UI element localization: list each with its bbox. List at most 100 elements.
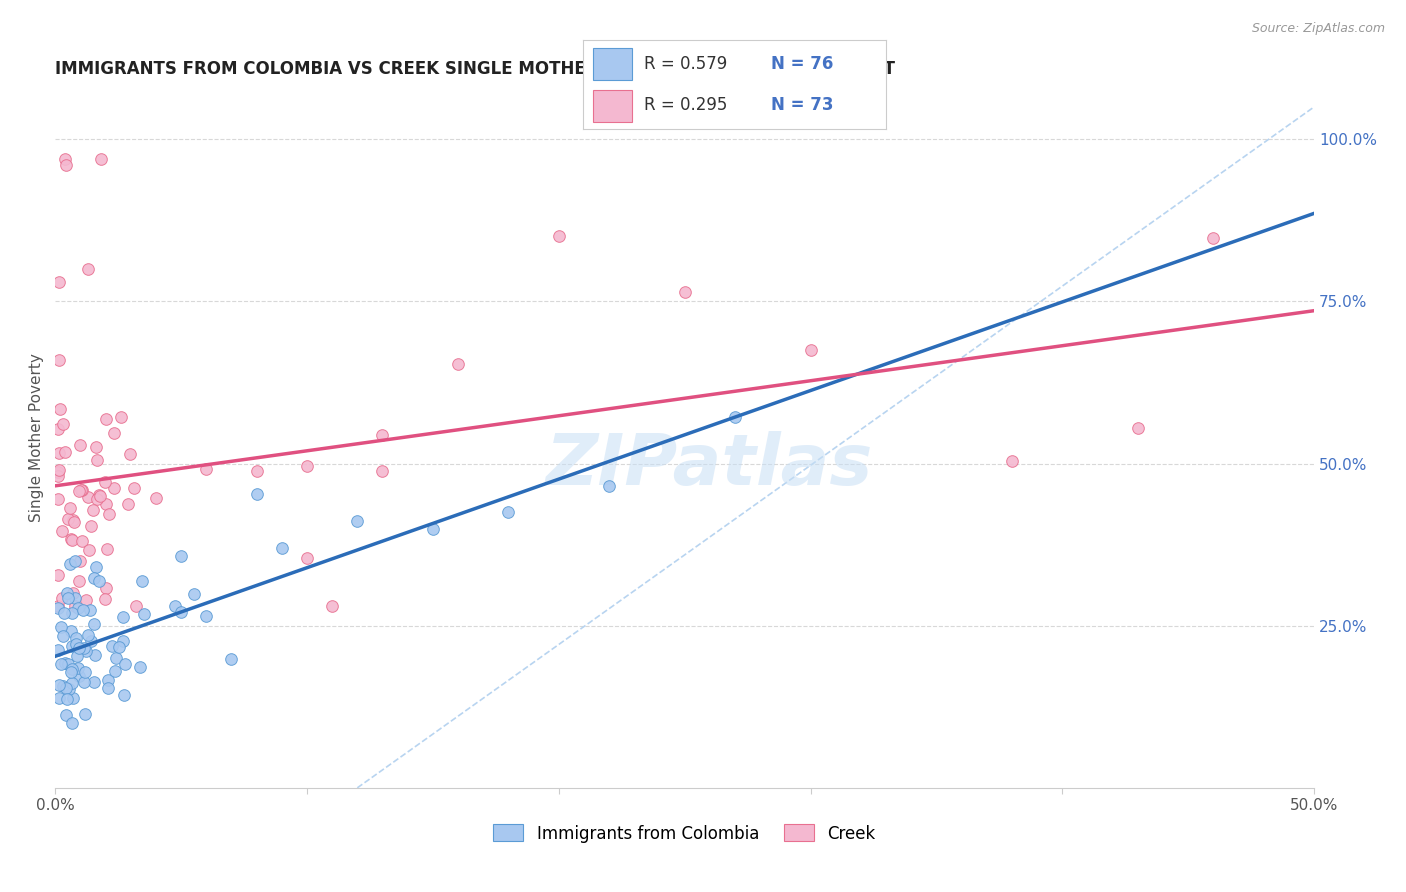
Point xyxy=(53,152,76,166)
Point xyxy=(124,481,146,495)
Point xyxy=(52,679,75,693)
Point xyxy=(56,512,79,526)
Point xyxy=(65,632,87,646)
Point xyxy=(63,554,86,568)
Text: R = 0.295: R = 0.295 xyxy=(644,96,727,114)
Point xyxy=(60,639,83,653)
Point xyxy=(104,664,127,678)
Point xyxy=(63,599,86,614)
Point xyxy=(112,688,135,702)
Point xyxy=(67,641,90,656)
Point xyxy=(46,642,69,657)
Text: Source: ZipAtlas.com: Source: ZipAtlas.com xyxy=(1251,22,1385,36)
Point xyxy=(94,498,117,512)
Point xyxy=(145,491,167,506)
Point xyxy=(80,519,103,533)
Point xyxy=(51,591,73,605)
Text: N = 73: N = 73 xyxy=(770,96,834,114)
Point xyxy=(87,488,110,502)
Point xyxy=(321,599,343,614)
Point xyxy=(246,487,269,501)
Point xyxy=(724,410,747,425)
Point xyxy=(83,648,105,662)
Point xyxy=(89,489,111,503)
Point xyxy=(87,574,110,588)
Point xyxy=(111,610,134,624)
Point xyxy=(66,649,89,664)
Point xyxy=(97,673,120,687)
Point xyxy=(60,716,83,731)
Point xyxy=(55,681,77,696)
Point xyxy=(132,607,155,622)
Point xyxy=(114,657,136,671)
Point xyxy=(83,616,105,631)
Point xyxy=(70,483,93,497)
Point xyxy=(46,465,69,479)
Point xyxy=(67,574,90,588)
Point xyxy=(295,550,318,565)
Point xyxy=(73,641,96,656)
Point xyxy=(69,438,91,452)
Point xyxy=(101,639,124,653)
Point xyxy=(48,402,70,417)
Point xyxy=(62,690,84,705)
Point xyxy=(598,479,620,493)
Point xyxy=(371,427,394,442)
Point xyxy=(63,591,86,605)
Point xyxy=(86,491,108,506)
Point xyxy=(75,665,97,679)
Point xyxy=(46,601,69,615)
Point xyxy=(1202,231,1225,245)
Point xyxy=(77,490,100,504)
Point xyxy=(46,469,69,483)
Point xyxy=(84,559,107,574)
Point xyxy=(131,574,153,588)
Point xyxy=(55,158,77,172)
Point xyxy=(73,674,96,689)
Point xyxy=(86,453,108,467)
Point xyxy=(96,542,118,557)
Point xyxy=(1001,454,1024,468)
Point xyxy=(422,522,444,536)
Point xyxy=(58,501,80,516)
Point xyxy=(58,681,80,696)
Point xyxy=(46,568,69,582)
Point xyxy=(79,603,101,617)
Point xyxy=(104,651,127,665)
Point xyxy=(55,707,77,722)
Legend: Immigrants from Colombia, Creek: Immigrants from Colombia, Creek xyxy=(494,824,876,843)
Point xyxy=(67,484,90,499)
Point xyxy=(56,586,79,600)
Point xyxy=(547,228,569,243)
Point xyxy=(46,492,69,507)
Point xyxy=(60,606,83,620)
Point xyxy=(52,629,75,643)
Point xyxy=(170,605,193,619)
Point xyxy=(94,412,117,426)
Point xyxy=(371,464,394,478)
Point xyxy=(246,464,269,478)
Point xyxy=(53,445,76,459)
Point xyxy=(63,515,86,529)
Bar xyxy=(592,90,631,122)
Point xyxy=(51,417,73,432)
Point xyxy=(195,609,218,624)
Point xyxy=(67,661,90,675)
Point xyxy=(60,662,83,676)
Point xyxy=(103,481,125,495)
Point xyxy=(48,678,70,692)
Point xyxy=(72,602,94,616)
Point xyxy=(48,446,70,460)
Point xyxy=(60,533,83,547)
Point xyxy=(117,497,139,511)
Point xyxy=(97,681,120,695)
Point xyxy=(62,585,84,599)
Bar xyxy=(592,48,631,80)
Point xyxy=(90,152,112,166)
Point xyxy=(799,343,821,357)
Point xyxy=(62,512,84,526)
Point xyxy=(59,558,82,572)
Point xyxy=(75,592,97,607)
Point xyxy=(48,275,70,289)
Point xyxy=(70,483,93,497)
